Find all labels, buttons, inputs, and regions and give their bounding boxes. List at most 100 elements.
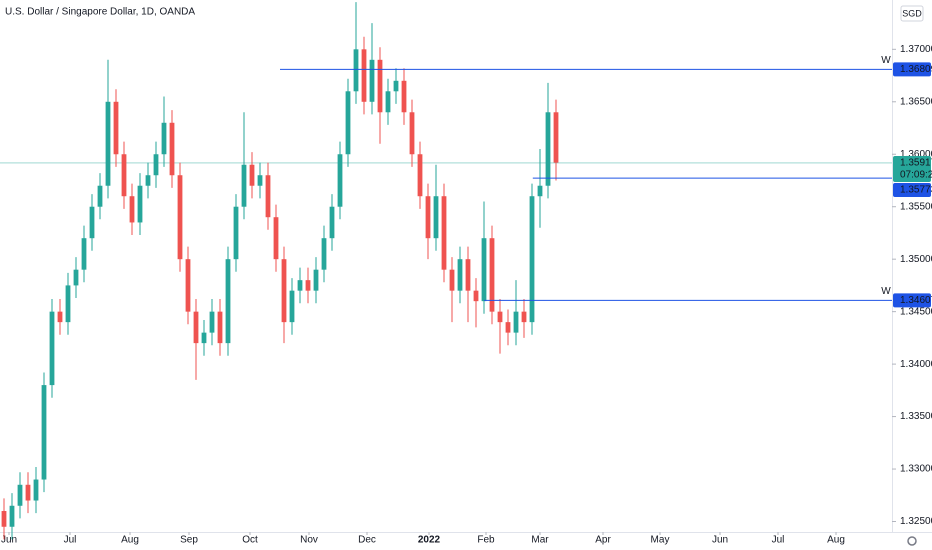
candle-body — [417, 154, 423, 197]
countdown-label: 07:09:25 — [900, 170, 932, 181]
y-tick-label: 1.35000 — [900, 254, 932, 265]
candle-body — [513, 311, 519, 333]
y-tick-label: 1.32500 — [900, 516, 932, 527]
candle-body — [241, 164, 247, 207]
x-tick-label: 2022 — [418, 535, 441, 546]
candle-body — [9, 505, 15, 527]
candle-body — [385, 91, 391, 113]
candle-body — [321, 238, 327, 270]
candle-body — [185, 259, 191, 312]
candle-body — [465, 259, 471, 291]
candle-body — [457, 259, 463, 291]
candle-body — [377, 59, 383, 113]
candle-body — [121, 154, 127, 197]
candle-body — [265, 175, 271, 218]
candle-body — [153, 154, 159, 176]
candle-body — [273, 217, 279, 260]
level-tag: W — [881, 55, 891, 66]
y-tick-label: 1.35500 — [900, 201, 932, 212]
candle-body — [81, 238, 87, 270]
y-tick-label: 1.33000 — [900, 464, 932, 475]
x-tick-label: Dec — [358, 535, 376, 546]
candle-body — [33, 479, 39, 501]
candle-body — [473, 290, 479, 302]
price-label: 1.35773 — [900, 185, 932, 196]
candle-body — [521, 311, 527, 323]
x-tick-label: Jul — [64, 535, 77, 546]
candle-body — [209, 311, 215, 333]
x-tick-label: Oct — [242, 535, 258, 546]
chart-title: U.S. Dollar / Singapore Dollar, 1D, OAND… — [5, 7, 195, 18]
candle-body — [505, 322, 511, 333]
settings-icon[interactable] — [907, 536, 917, 546]
candle-body — [425, 196, 431, 239]
candle-body — [337, 154, 343, 207]
price-label-box — [893, 62, 931, 77]
price-label: 1.35917 — [900, 158, 932, 169]
y-tick-label: 1.36500 — [900, 96, 932, 107]
candle-body — [393, 80, 399, 92]
x-tick-label: Apr — [595, 535, 611, 546]
x-tick-label: Mar — [531, 535, 549, 546]
candle-body — [369, 59, 375, 102]
candle-body — [361, 49, 367, 102]
price-label-box — [893, 155, 931, 182]
candle-body — [329, 206, 335, 239]
price-label: 1.36809 — [900, 64, 932, 75]
candle-body — [497, 311, 503, 323]
candle-body — [305, 280, 311, 291]
price-label-box — [893, 293, 931, 308]
candle-body — [433, 196, 439, 239]
candle-body — [129, 196, 135, 223]
candle-body — [409, 112, 415, 155]
candle-body — [1, 511, 7, 527]
x-tick-label: Feb — [477, 535, 495, 546]
x-tick-label: May — [651, 535, 670, 546]
currency-label[interactable]: SGD — [902, 8, 922, 18]
candle-body — [281, 259, 287, 323]
candle-body — [49, 311, 55, 386]
candle-body — [97, 185, 103, 207]
candle-body — [481, 238, 487, 302]
candle-body — [17, 484, 23, 506]
candle-body — [105, 101, 111, 186]
candle-body — [401, 80, 407, 113]
x-tick-label: Aug — [827, 535, 845, 546]
settings-gear[interactable] — [907, 536, 917, 546]
candle-body — [545, 112, 551, 186]
level-tag: W — [881, 286, 891, 297]
candle-body — [489, 238, 495, 312]
candle-body — [449, 269, 455, 291]
candle-body — [537, 185, 543, 197]
candle-body — [113, 101, 119, 155]
y-tick-label: 1.36000 — [900, 149, 932, 160]
candle-body — [25, 484, 31, 501]
currency-box[interactable] — [900, 5, 924, 22]
candle-body — [137, 185, 143, 223]
candle-body — [313, 269, 319, 291]
candle-body — [297, 280, 303, 291]
y-tick-label: 1.33500 — [900, 411, 932, 422]
candle-body — [57, 311, 63, 323]
candle-body — [89, 206, 95, 239]
candle-body — [177, 175, 183, 260]
candle-body — [289, 290, 295, 323]
x-tick-label: Jul — [772, 535, 785, 546]
x-tick-label: Jun — [712, 535, 728, 546]
candle-body — [41, 385, 47, 480]
candle-body — [201, 332, 207, 344]
candle-body — [353, 49, 359, 92]
candle-body — [233, 206, 239, 260]
candle-body — [217, 311, 223, 344]
price-label: 1.34607 — [900, 295, 932, 306]
candle-body — [145, 175, 151, 186]
candle-body — [161, 122, 167, 155]
candle-body — [345, 91, 351, 155]
candle-body — [441, 196, 447, 270]
candle-body — [73, 269, 79, 286]
y-tick-label: 1.37000 — [900, 44, 932, 55]
y-tick-label: 1.34000 — [900, 359, 932, 370]
x-tick-label: Aug — [121, 535, 139, 546]
candle-body — [65, 285, 71, 323]
